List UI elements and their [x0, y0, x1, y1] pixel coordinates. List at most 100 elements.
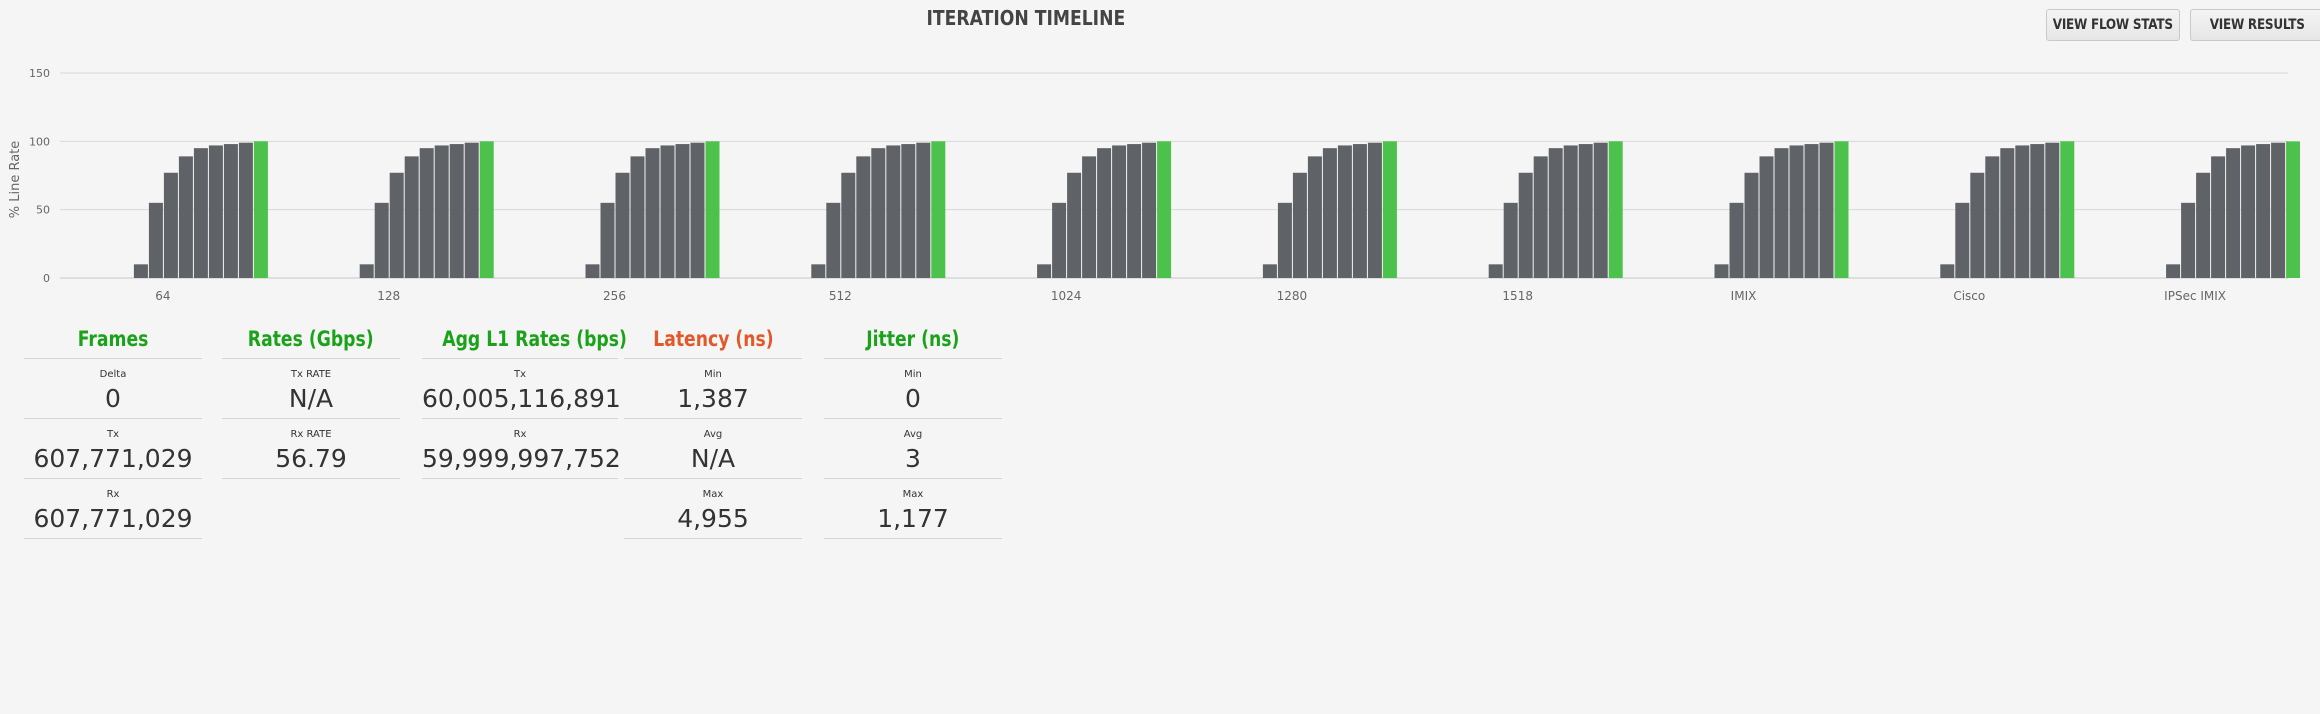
chart-bar [615, 172, 630, 278]
chart-bar [238, 142, 253, 278]
chart-bar [449, 144, 464, 278]
stat-label: Min [904, 369, 922, 380]
chart-bar [1142, 142, 1157, 278]
chart-bar [1789, 145, 1804, 278]
chart-bar [690, 142, 705, 278]
stat-label: Max [702, 489, 724, 500]
chart-bar [1533, 156, 1548, 278]
chart-bar [1307, 156, 1322, 278]
frames-heading: Frames [24, 320, 202, 359]
stat-label: Min [704, 369, 722, 380]
view-flow-stats-label: VIEW FLOW STATS [2052, 17, 2174, 33]
chart-bar [2166, 264, 2181, 278]
latency-max-cell: Max 4,955 [624, 479, 802, 539]
chart-bar [163, 172, 178, 278]
view-flow-stats-button[interactable]: VIEW FLOW STATS [2046, 9, 2180, 41]
chart-bar [1337, 145, 1352, 278]
chart-bar [2015, 145, 2030, 278]
latency-heading: Latency (ns) [624, 320, 802, 359]
chart-bar [148, 202, 163, 278]
chart-bar [1503, 202, 1518, 278]
chart-bar [1759, 156, 1774, 278]
chart-bar-final [1834, 141, 1849, 278]
x-tick-label: 1518 [1502, 289, 1533, 303]
chart-bar [1488, 264, 1503, 278]
chart-bar [1052, 202, 1067, 278]
jitter-panel: Jitter (ns) Min 0 Avg 3 Max 1,177 [824, 320, 1002, 539]
chart-bar [389, 172, 404, 278]
frames-panel: Frames Delta 0 Tx 607,771,029 Rx 607,771… [24, 320, 202, 539]
chart-bar [374, 202, 389, 278]
chart-bar [630, 156, 645, 278]
stat-value: 607,771,029 [33, 504, 193, 533]
chart-bar [404, 156, 419, 278]
iteration-timeline-chart: 0 50 100 150 % Line Rate 64 128 256 512 1024 1280 1… [8, 67, 2300, 303]
chart-bar-final [479, 141, 494, 278]
chart-bar [1518, 172, 1533, 278]
agg-l1-rates-heading: Agg L1 Rates (bps) [422, 320, 627, 359]
stat-label: Delta [99, 369, 127, 380]
chart-bar [600, 202, 615, 278]
chart-bar [916, 142, 931, 278]
chart-bar [1744, 172, 1759, 278]
chart-bar [1970, 172, 1985, 278]
chart-bar [1082, 156, 1097, 278]
chart-bar-final [1608, 141, 1623, 278]
y-tick-label: 50 [36, 204, 50, 217]
page-title: ITERATION TIMELINE [926, 6, 1126, 30]
chart-bar-final [2286, 141, 2300, 278]
y-tick-label: 100 [29, 135, 50, 148]
agg-rx-cell: Rx 59,999,997,752 [422, 419, 621, 479]
chart-bar [193, 148, 208, 278]
chart-bar [2211, 156, 2226, 278]
chart-bar [1112, 145, 1127, 278]
chart-bar [2226, 148, 2241, 278]
chart-bar [1578, 144, 1593, 278]
x-tick-label: 1280 [1277, 289, 1308, 303]
chart-bar [178, 156, 193, 278]
stat-label: Rx [513, 429, 527, 440]
chart-bar [1367, 142, 1382, 278]
chart-bar [133, 264, 148, 278]
chart-bar [2241, 145, 2256, 278]
stat-label: Rx [106, 489, 120, 500]
chart-bar [1548, 148, 1563, 278]
chart-bar [208, 145, 223, 278]
view-results-button[interactable]: VIEW RESULTS [2190, 9, 2320, 41]
x-tick-label: 512 [829, 289, 852, 303]
chart-bar [2000, 148, 2015, 278]
stat-value: 1,177 [877, 504, 949, 533]
chart-bar [419, 148, 434, 278]
frames-rx-cell: Rx 607,771,029 [24, 479, 202, 539]
chart-bar-final [705, 141, 720, 278]
chart-bar [1729, 202, 1744, 278]
stat-value: 0 [905, 384, 921, 413]
chart-bar [856, 156, 871, 278]
jitter-min-cell: Min 0 [824, 359, 1002, 419]
x-tick-label: Cisco [1953, 289, 1985, 303]
chart-bar [1563, 145, 1578, 278]
stat-label: Tx [513, 369, 527, 380]
x-tick-label: 1024 [1051, 289, 1082, 303]
latency-panel: Latency (ns) Min 1,387 Avg N/A Max 4,955 [624, 320, 802, 539]
chart-bar [1804, 144, 1819, 278]
chart-bar [1262, 264, 1277, 278]
chart-bar [1352, 144, 1367, 278]
chart-bar [2181, 202, 2196, 278]
chart-bar [871, 148, 886, 278]
jitter-avg-cell: Avg 3 [824, 419, 1002, 479]
stat-value: 4,955 [677, 504, 749, 533]
chart-bar [1037, 264, 1052, 278]
chart-bar [2271, 142, 2286, 278]
stat-value: 60,005,116,891 [422, 384, 621, 413]
chart-bar-final [931, 141, 946, 278]
chart-bar [901, 144, 916, 278]
stat-value: 0 [105, 384, 121, 413]
chart-bar [886, 145, 901, 278]
stat-label: Tx [106, 429, 120, 440]
chart-bar [841, 172, 856, 278]
y-axis-label: % Line Rate [8, 141, 23, 219]
stat-label: Tx RATE [290, 369, 332, 380]
stat-value: 607,771,029 [33, 444, 193, 473]
view-results-label: VIEW RESULTS [2210, 17, 2305, 33]
